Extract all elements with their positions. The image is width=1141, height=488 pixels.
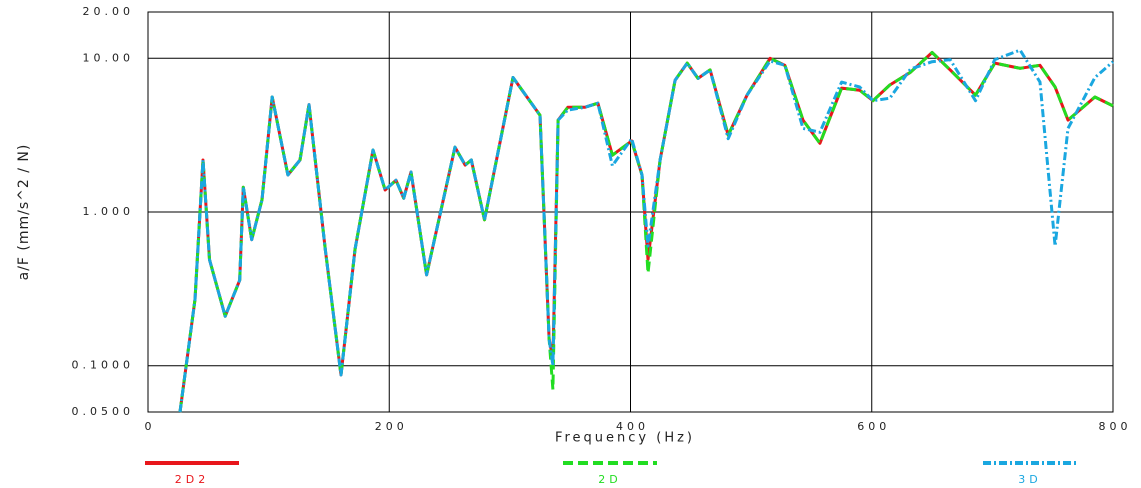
- y-tick-label: 0.0500: [72, 405, 135, 418]
- x-axis-label: Frequency (Hz): [555, 431, 695, 446]
- x-tick-label: 400: [616, 420, 649, 433]
- legend-label: 2D: [598, 473, 621, 486]
- legend-label: 2D2: [175, 473, 209, 486]
- series-line: [178, 48, 1114, 413]
- x-tick-label: 600: [857, 420, 890, 433]
- y-axis-label: a/F (mm/s^2 / N): [16, 144, 32, 281]
- y-tick-label: 0.1000: [72, 359, 135, 372]
- x-tick-label: 200: [375, 420, 408, 433]
- legend-label: 3D: [1018, 473, 1041, 486]
- x-tick-label: 0: [145, 420, 156, 433]
- series-line: [178, 51, 1114, 413]
- x-tick-label: 800: [1099, 420, 1132, 433]
- y-tick-label: 10.00: [83, 51, 135, 64]
- y-tick-label: 20.00: [83, 5, 135, 18]
- y-tick-label: 1.000: [83, 205, 135, 218]
